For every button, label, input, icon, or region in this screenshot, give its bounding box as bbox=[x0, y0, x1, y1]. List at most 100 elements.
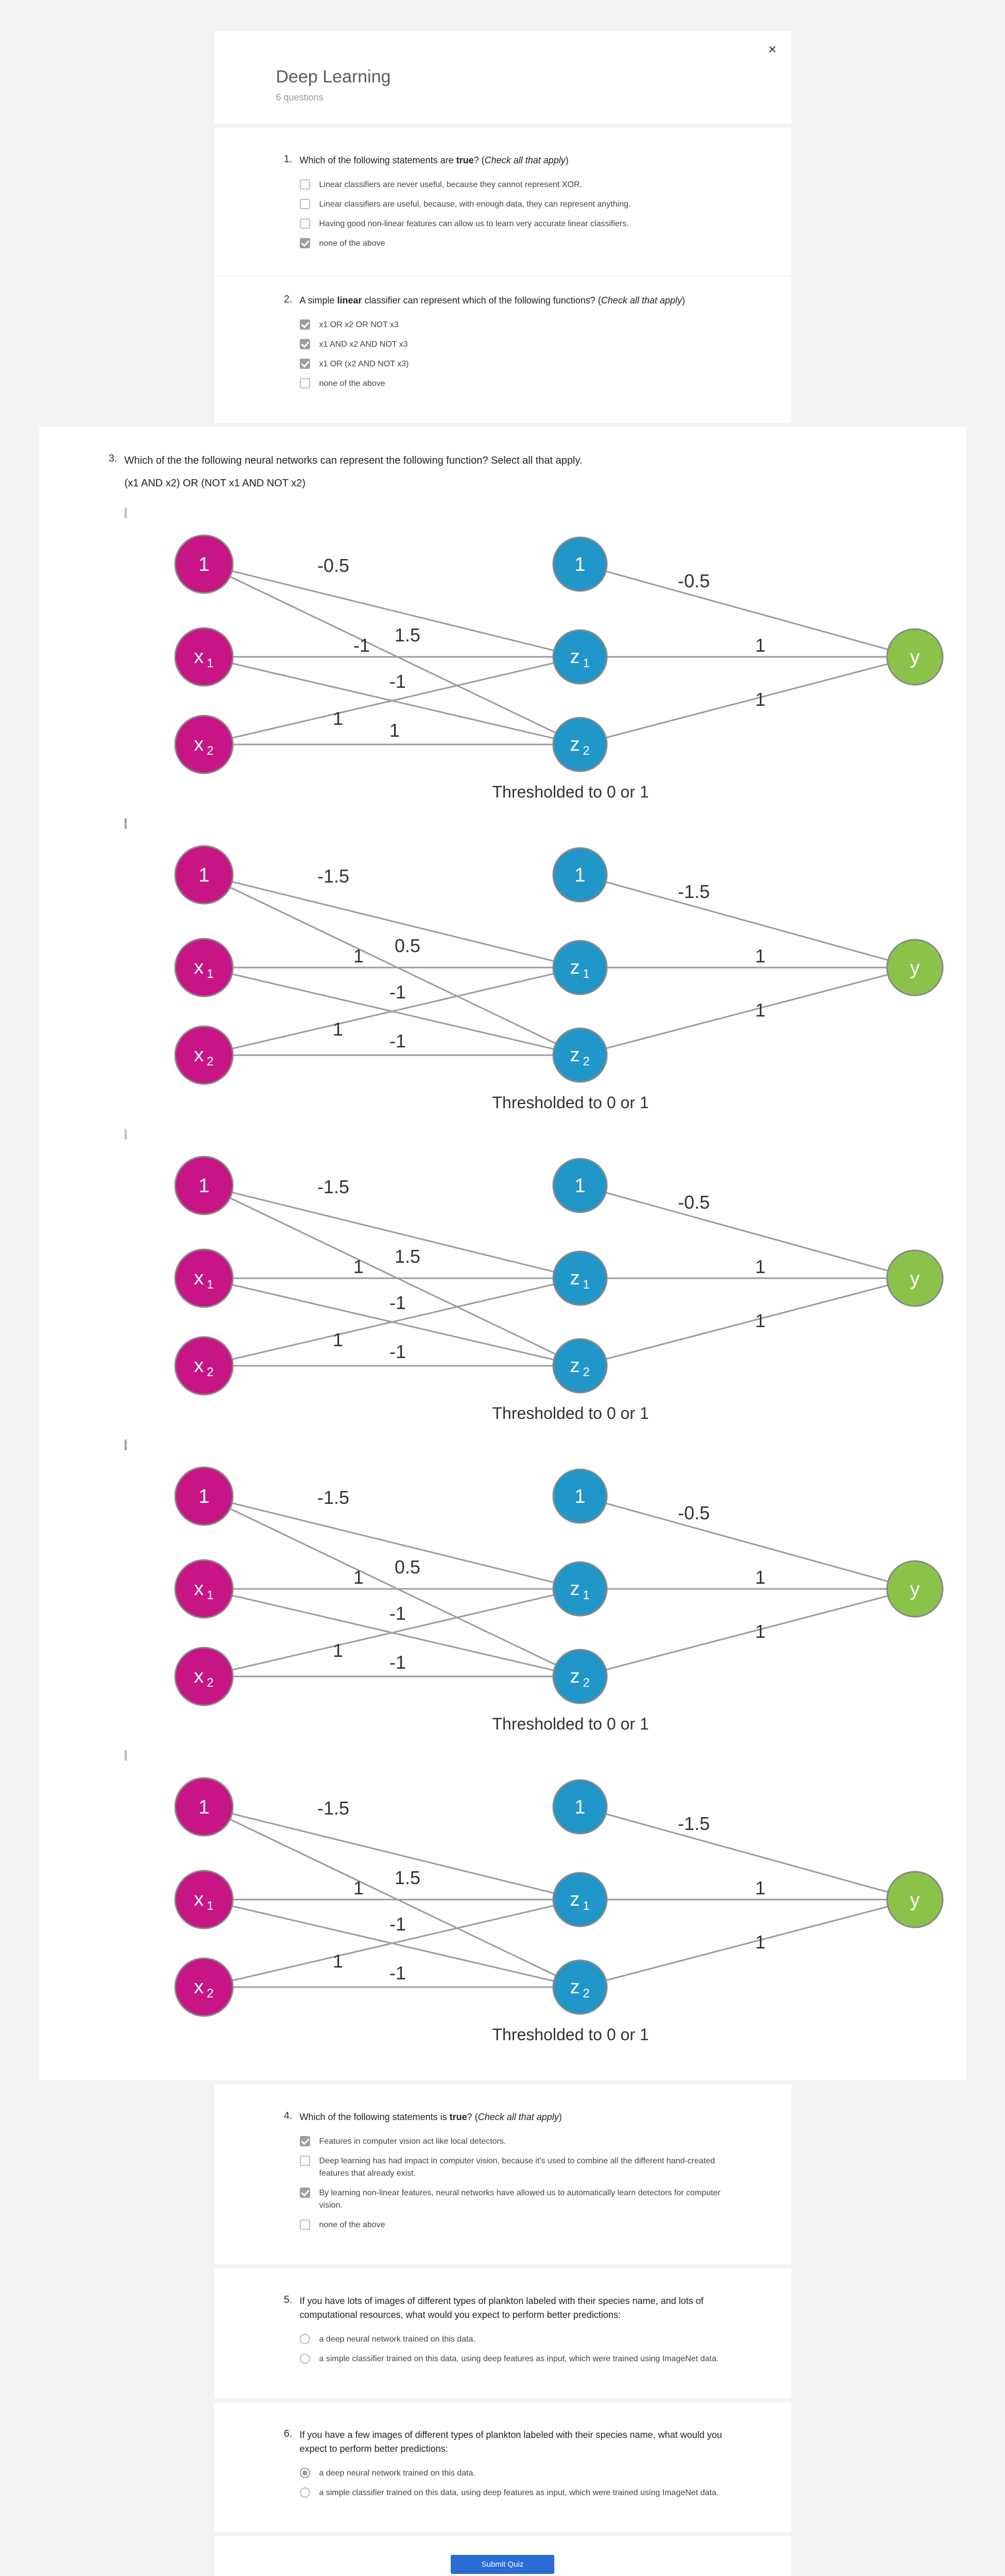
svg-text:2: 2 bbox=[207, 1055, 213, 1069]
svg-text:1: 1 bbox=[755, 999, 765, 1021]
checkbox-icon[interactable] bbox=[300, 339, 310, 349]
checkbox-icon[interactable] bbox=[300, 199, 310, 209]
svg-text:2: 2 bbox=[207, 1365, 213, 1379]
svg-text:1: 1 bbox=[207, 1588, 213, 1602]
svg-text:2: 2 bbox=[583, 744, 589, 758]
question-count: 6 questions bbox=[276, 92, 729, 103]
svg-text:-1: -1 bbox=[389, 1030, 406, 1052]
svg-text:x: x bbox=[194, 1044, 203, 1066]
radio-icon[interactable] bbox=[300, 2468, 310, 2478]
network-diagram: -1.50.51-11-1-1.5111x1x21z1z2y bbox=[101, 828, 956, 1086]
checkbox-icon[interactable] bbox=[300, 218, 310, 229]
option-label: a simple classifier trained on this data… bbox=[319, 2487, 729, 2499]
svg-text:1: 1 bbox=[583, 967, 589, 981]
svg-text:z: z bbox=[570, 1578, 580, 1600]
svg-text:-1.5: -1.5 bbox=[317, 1487, 349, 1508]
question-1: 1. Which of the following statements are… bbox=[276, 154, 729, 257]
radio-icon[interactable] bbox=[300, 2487, 310, 2498]
option[interactable]: a deep neural network trained on this da… bbox=[300, 2333, 729, 2346]
option[interactable]: none of the above bbox=[300, 2219, 729, 2231]
option-label: x1 AND x2 AND NOT x3 bbox=[319, 338, 729, 351]
svg-text:1: 1 bbox=[755, 1310, 765, 1331]
svg-text:z: z bbox=[570, 1666, 580, 1687]
option[interactable]: By learning non-linear features, neural … bbox=[300, 2187, 729, 2212]
option-label: none of the above bbox=[319, 2219, 729, 2231]
svg-text:y: y bbox=[910, 957, 919, 979]
option[interactable]: Linear classifiers are useful, because, … bbox=[300, 198, 729, 211]
question-3: 3. Which of the the following neural net… bbox=[101, 453, 920, 491]
option[interactable]: Deep learning has had impact in computer… bbox=[300, 2155, 729, 2180]
network-diagram: -0.51.5-1-111-0.5111x1x21z1z2y bbox=[101, 518, 956, 775]
option-label: Deep learning has had impact in computer… bbox=[319, 2155, 729, 2180]
svg-text:z: z bbox=[570, 1889, 580, 1910]
svg-text:0.5: 0.5 bbox=[395, 935, 420, 956]
option[interactable]: x1 OR x2 OR NOT x3 bbox=[300, 319, 729, 331]
option-label: Having good non-linear features can allo… bbox=[319, 218, 729, 230]
checkbox-icon[interactable] bbox=[125, 1129, 127, 1140]
network-diagram: -1.51.51-11-1-1.5111x1x21z1z2y bbox=[101, 1760, 956, 2018]
checkbox-icon[interactable] bbox=[125, 1439, 127, 1450]
threshold-caption: Thresholded to 0 or 1 bbox=[492, 1715, 920, 1734]
checkbox-icon[interactable] bbox=[300, 2156, 310, 2166]
close-icon[interactable]: × bbox=[768, 42, 776, 57]
svg-text:y: y bbox=[910, 1889, 919, 1911]
checkbox-icon[interactable] bbox=[125, 1750, 127, 1761]
svg-text:-1: -1 bbox=[389, 981, 406, 1003]
svg-text:2: 2 bbox=[583, 1055, 589, 1069]
question-number: 3. bbox=[101, 453, 125, 491]
svg-text:1: 1 bbox=[207, 656, 213, 670]
submit-button[interactable]: Submit Quiz bbox=[451, 2555, 555, 2574]
option[interactable]: Linear classifiers are never useful, bec… bbox=[300, 179, 729, 191]
option[interactable]: none of the above bbox=[300, 378, 729, 390]
svg-text:x: x bbox=[194, 1267, 203, 1289]
checkbox-icon[interactable] bbox=[300, 2136, 310, 2146]
checkbox-icon[interactable] bbox=[300, 2188, 310, 2198]
radio-icon[interactable] bbox=[300, 2334, 310, 2344]
checkbox-icon[interactable] bbox=[300, 319, 310, 330]
submit-section: Submit Quiz bbox=[214, 2536, 791, 2576]
svg-text:-1: -1 bbox=[389, 1341, 406, 1362]
network-diagram: -1.50.51-11-1-0.5111x1x21z1z2y bbox=[101, 1450, 956, 1707]
svg-text:2: 2 bbox=[207, 1987, 213, 2001]
option[interactable]: Features in computer vision act like loc… bbox=[300, 2136, 729, 2148]
network-option: -1.51.51-11-1-1.5111x1x21z1z2yThresholde… bbox=[101, 1751, 920, 2044]
option[interactable]: none of the above bbox=[300, 238, 729, 250]
card-q6: 6. If you have a few images of different… bbox=[214, 2402, 791, 2532]
svg-text:1: 1 bbox=[574, 1797, 585, 1818]
checkbox-icon[interactable] bbox=[125, 818, 127, 829]
checkbox-icon[interactable] bbox=[125, 507, 127, 518]
svg-text:-1.5: -1.5 bbox=[678, 1813, 710, 1834]
threshold-caption: Thresholded to 0 or 1 bbox=[492, 783, 920, 802]
svg-text:-1.5: -1.5 bbox=[317, 866, 349, 887]
svg-text:-1: -1 bbox=[389, 1913, 406, 1935]
svg-text:-1: -1 bbox=[389, 1652, 406, 1673]
network-diagram: -1.51.51-11-1-0.5111x1x21z1z2y bbox=[101, 1139, 956, 1397]
checkbox-icon[interactable] bbox=[300, 2219, 310, 2230]
svg-text:-1.5: -1.5 bbox=[678, 881, 710, 902]
q3-function: (x1 AND x2) OR (NOT x1 AND NOT x2) bbox=[125, 476, 920, 491]
q2-prompt: A simple linear classifier can represent… bbox=[300, 295, 685, 306]
svg-text:x: x bbox=[194, 734, 203, 755]
svg-text:-1.5: -1.5 bbox=[317, 1176, 349, 1197]
radio-icon[interactable] bbox=[300, 2353, 310, 2364]
svg-text:1: 1 bbox=[333, 1329, 343, 1350]
checkbox-icon[interactable] bbox=[300, 238, 310, 248]
option[interactable]: a deep neural network trained on this da… bbox=[300, 2467, 729, 2480]
q1-prompt: Which of the following statements are tr… bbox=[300, 155, 569, 165]
checkbox-icon[interactable] bbox=[300, 378, 310, 388]
option[interactable]: a simple classifier trained on this data… bbox=[300, 2353, 729, 2365]
option[interactable]: x1 AND x2 AND NOT x3 bbox=[300, 338, 729, 351]
svg-text:z: z bbox=[570, 646, 580, 668]
option[interactable]: Having good non-linear features can allo… bbox=[300, 218, 729, 230]
option[interactable]: a simple classifier trained on this data… bbox=[300, 2487, 729, 2499]
svg-text:0.5: 0.5 bbox=[395, 1556, 420, 1578]
svg-text:1: 1 bbox=[755, 945, 765, 967]
checkbox-icon[interactable] bbox=[300, 179, 310, 190]
svg-text:x: x bbox=[194, 1666, 203, 1687]
svg-text:1: 1 bbox=[583, 1899, 589, 1913]
option[interactable]: x1 OR (x2 AND NOT x3) bbox=[300, 358, 729, 370]
option-label: Linear classifiers are useful, because, … bbox=[319, 198, 729, 211]
svg-text:-1: -1 bbox=[389, 1603, 406, 1624]
checkbox-icon[interactable] bbox=[300, 359, 310, 369]
question-number: 6. bbox=[276, 2428, 300, 2506]
